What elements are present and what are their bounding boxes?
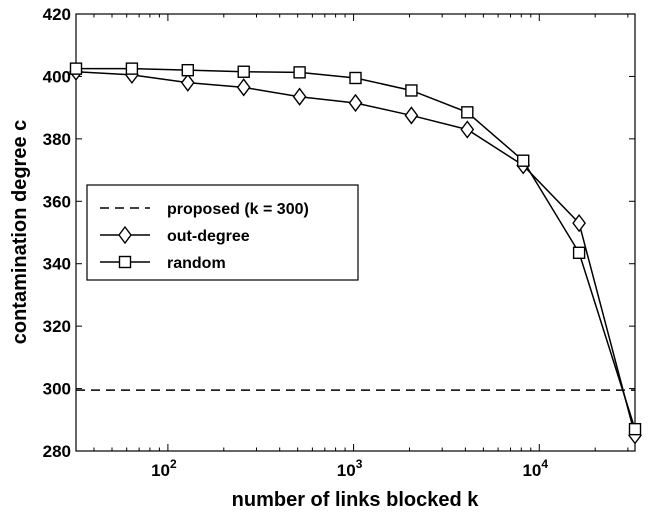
square-marker: [69, 62, 83, 75]
diamond-marker: [236, 78, 251, 97]
y-tick-label: 360: [43, 192, 71, 211]
diamond-marker: [180, 73, 195, 92]
square-marker: [237, 65, 250, 78]
square-marker: [461, 106, 474, 119]
y-axis-label: contamination degree c: [9, 120, 31, 345]
square-marker: [628, 422, 642, 436]
diamond-marker: [292, 87, 307, 106]
square-marker: [572, 246, 586, 259]
legend: proposed (k = 300) out-degree random: [86, 184, 359, 281]
square-marker: [405, 84, 418, 97]
y-tick-label: 380: [43, 130, 71, 149]
x-tick-label: 102: [151, 457, 177, 480]
square-marker: [293, 66, 306, 79]
series-3: [69, 62, 642, 436]
y-tick-label: 340: [43, 255, 71, 274]
diamond-marker: [460, 120, 475, 139]
legend-label: out-degree: [167, 228, 250, 245]
legend-label: random: [167, 255, 226, 272]
legend-box: [86, 184, 359, 281]
square-marker: [125, 62, 139, 75]
y-tick-label: 400: [43, 67, 71, 86]
diamond-marker: [404, 106, 419, 125]
x-axis-label: number of links blocked k: [232, 489, 480, 511]
square-marker: [517, 154, 530, 167]
y-tick-label: 300: [43, 380, 71, 399]
diamond-marker: [348, 93, 363, 113]
square-marker: [118, 255, 132, 269]
axis-ticks: 280 300 320 340 360 380 400 420 102 103 104: [43, 5, 635, 480]
square-marker: [181, 63, 195, 77]
legend-label: proposed (k = 300): [167, 201, 309, 218]
diamond-marker: [118, 225, 132, 245]
x-tick-label: 103: [337, 457, 363, 480]
series-layer: [69, 62, 642, 445]
y-tick-label: 420: [43, 5, 71, 24]
square-marker: [349, 71, 362, 85]
y-tick-label: 320: [43, 317, 71, 336]
diamond-marker: [572, 213, 586, 233]
x-tick-label: 104: [522, 457, 548, 480]
y-tick-label: 280: [43, 442, 71, 461]
